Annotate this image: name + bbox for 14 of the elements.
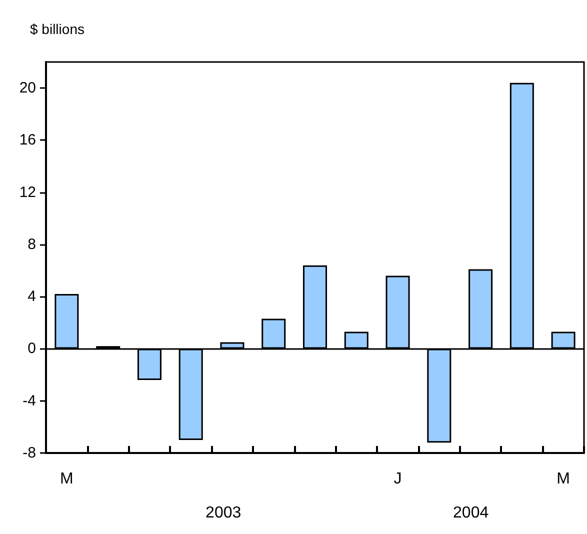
x-tick-label: M: [556, 470, 570, 488]
y-axis-title: $ billions: [30, 21, 84, 37]
text: 2004: [453, 504, 489, 522]
y-tick-label: -8: [22, 444, 36, 462]
y-tick-label: 4: [28, 288, 36, 306]
y-tick-label: 20: [19, 80, 36, 97]
text: 2003: [206, 504, 242, 522]
x-tick-label: M: [60, 470, 74, 488]
y-tick-label: 0: [28, 340, 36, 358]
y-tick-label: 16: [19, 132, 36, 149]
x-tick-label: J: [394, 470, 402, 488]
y-tick-label: 8: [28, 236, 36, 253]
y-tick-label: -4: [22, 392, 36, 410]
y-tick-label: 12: [19, 184, 36, 201]
